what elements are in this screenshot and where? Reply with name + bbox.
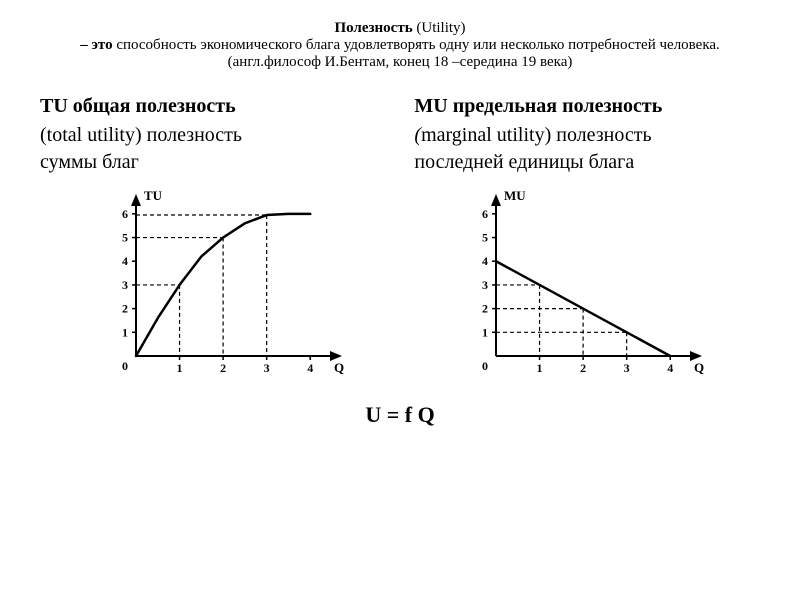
formula: U = f Q — [40, 402, 760, 428]
svg-text:3: 3 — [264, 361, 270, 375]
svg-text:2: 2 — [220, 361, 226, 375]
right-sub1: (marginal utility) полезность — [414, 122, 760, 149]
svg-text:Q: Q — [334, 360, 344, 375]
line2-dash: – это — [80, 37, 112, 53]
charts-row: 1 2 3 4 5 6 1 2 3 4 0 TU Q 1 2 3 4 5 6 1 2 3 4 0 MU Q — [40, 184, 760, 384]
svg-text:2: 2 — [580, 361, 586, 375]
svg-text:MU: MU — [504, 188, 526, 203]
columns: TU общая полезность (total utility) поле… — [40, 95, 760, 176]
svg-text:1: 1 — [537, 361, 543, 375]
svg-text:1: 1 — [482, 325, 488, 339]
tu-chart: 1 2 3 4 5 6 1 2 3 4 0 TU Q — [90, 184, 350, 384]
svg-text:2: 2 — [482, 302, 488, 316]
svg-text:6: 6 — [122, 207, 128, 221]
svg-text:5: 5 — [482, 231, 488, 245]
svg-text:3: 3 — [624, 361, 630, 375]
svg-text:4: 4 — [482, 254, 488, 268]
svg-text:4: 4 — [667, 361, 673, 375]
right-title: MU предельная полезность — [414, 95, 760, 118]
header-line3: (англ.философ И.Бентам, конец 18 –середи… — [40, 54, 760, 71]
mu-chart-wrap: 1 2 3 4 5 6 1 2 3 4 0 MU Q — [400, 184, 760, 384]
svg-text:1: 1 — [177, 361, 183, 375]
svg-text:Q: Q — [694, 360, 704, 375]
right-sub2: последней единицы блага — [414, 149, 760, 176]
svg-text:4: 4 — [307, 361, 313, 375]
line2-rest: способность экономического блага удовлет… — [116, 37, 719, 53]
left-sub2: суммы благ — [40, 149, 386, 176]
svg-text:TU: TU — [144, 188, 163, 203]
svg-text:3: 3 — [122, 278, 128, 292]
svg-text:6: 6 — [482, 207, 488, 221]
header-line2: – это способность экономического блага у… — [40, 37, 760, 54]
svg-text:0: 0 — [122, 359, 128, 373]
left-sub1: (total utility) полезность — [40, 122, 386, 149]
left-title: TU общая полезность — [40, 95, 386, 118]
svg-text:3: 3 — [482, 278, 488, 292]
svg-text:4: 4 — [122, 254, 128, 268]
tu-chart-wrap: 1 2 3 4 5 6 1 2 3 4 0 TU Q — [40, 184, 400, 384]
mu-chart: 1 2 3 4 5 6 1 2 3 4 0 MU Q — [450, 184, 710, 384]
svg-text:2: 2 — [122, 302, 128, 316]
svg-text:5: 5 — [122, 231, 128, 245]
svg-text:1: 1 — [122, 325, 128, 339]
title-paren: (Utility) — [416, 20, 465, 36]
header: Полезность (Utility) – это способность э… — [40, 20, 760, 71]
svg-text:0: 0 — [482, 359, 488, 373]
header-title: Полезность (Utility) — [40, 20, 760, 37]
title-bold: Полезность — [334, 20, 412, 36]
left-column: TU общая полезность (total utility) поле… — [40, 95, 386, 176]
right-column: MU предельная полезность (marginal utili… — [414, 95, 760, 176]
